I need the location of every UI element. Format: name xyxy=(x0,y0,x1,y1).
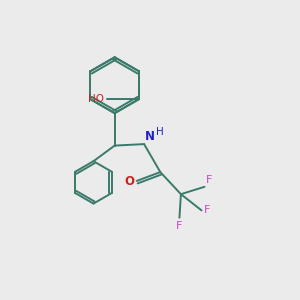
Text: F: F xyxy=(176,221,183,231)
Text: F: F xyxy=(206,175,213,185)
Text: O: O xyxy=(124,175,134,188)
Text: H: H xyxy=(157,127,164,137)
Text: HO: HO xyxy=(88,94,104,103)
Text: N: N xyxy=(145,130,155,143)
Text: F: F xyxy=(204,206,210,215)
